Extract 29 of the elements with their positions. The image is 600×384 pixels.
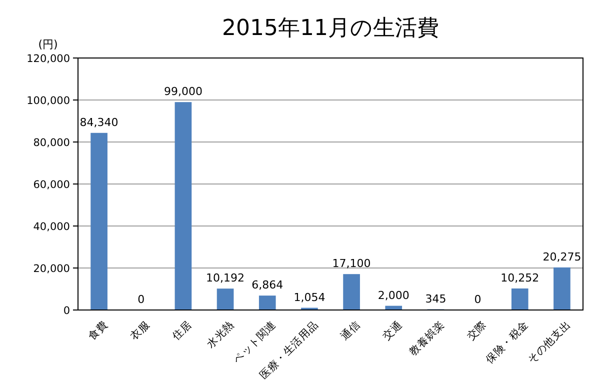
x-tick-label: 交通	[380, 318, 405, 343]
x-tick-label: 衣服	[128, 318, 152, 343]
x-tick-label: 交際	[464, 318, 490, 343]
data-label: 0	[138, 293, 145, 306]
x-tick-label: 水光熱	[204, 318, 237, 351]
data-label: 20,275	[542, 250, 582, 264]
y-tick-label: 40,000	[33, 221, 70, 233]
y-tick-label: 60,000	[33, 179, 70, 191]
x-tick-label: 通信	[338, 318, 363, 343]
y-tick-label: 80,000	[33, 137, 70, 149]
x-tick-label: 食費	[86, 318, 110, 343]
data-label: 2,000	[378, 288, 410, 302]
data-label: 6,864	[252, 278, 284, 292]
data-label: 10,192	[206, 272, 245, 285]
data-label: 0	[474, 293, 482, 306]
y-axis-title: (円)	[38, 38, 58, 51]
data-label: 10,252	[500, 271, 540, 284]
data-label: 99,000	[164, 85, 202, 98]
y-tick-label: 0	[63, 305, 70, 317]
y-tick-label: 20,000	[33, 263, 70, 275]
data-label: 84,340	[80, 116, 118, 129]
data-label: 1,054	[294, 290, 326, 304]
chart-title: 2015年11月の生活費	[222, 16, 439, 41]
data-label: 345	[425, 292, 446, 306]
y-tick-label: 100,000	[26, 95, 70, 107]
x-tick-label: 教養娯楽	[406, 318, 447, 358]
x-tick-label: 住居	[170, 318, 194, 343]
data-label: 17,100	[332, 257, 371, 270]
y-tick-label: 120,000	[26, 53, 70, 65]
